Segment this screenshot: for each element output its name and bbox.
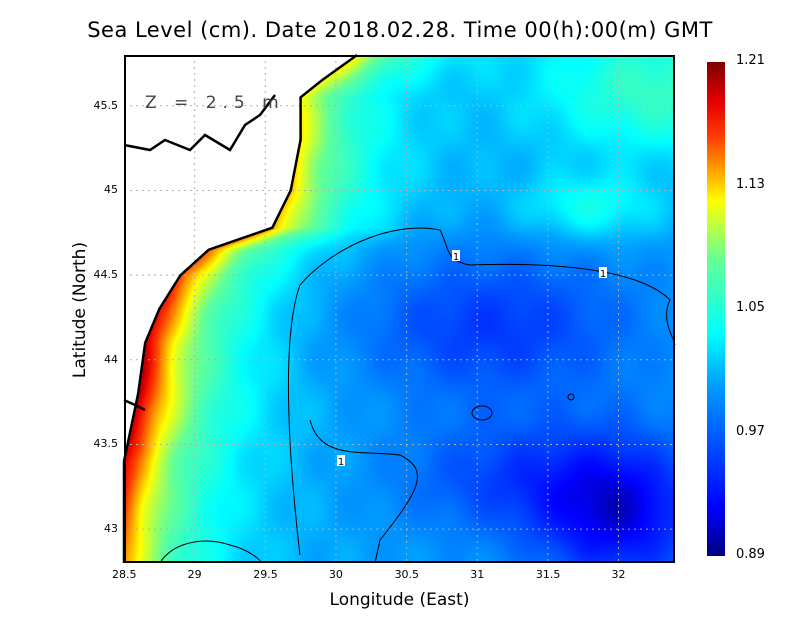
contour-line	[471, 405, 493, 421]
contour-label: 1	[453, 252, 459, 263]
y-tick-label: 43	[104, 522, 118, 536]
contour-label-box	[599, 267, 607, 278]
y-tick-label: 44.5	[93, 268, 119, 282]
colorbar-tick-label: 1.05	[736, 300, 765, 315]
coastline	[122, 53, 358, 563]
sea-level-field	[124, 55, 675, 563]
x-tick-label: 29	[187, 568, 202, 581]
coastline	[123, 398, 146, 412]
contour-label: 1	[338, 457, 344, 468]
contour-label-box	[452, 250, 460, 261]
colorbar-tick-label: 0.97	[736, 423, 765, 439]
colorbar-tick-label: 1.13	[736, 176, 765, 192]
contour-label: 1	[600, 269, 606, 280]
x-tick-label: 29.5	[253, 568, 278, 581]
contour-line	[159, 540, 263, 564]
colorbar-tick-label: 0.89	[736, 547, 765, 562]
chart-title: Sea Level (cm). Date 2018.02.28. Time 00…	[87, 18, 713, 42]
y-tick-label: 44	[104, 352, 118, 366]
x-tick-label: 30.5	[394, 568, 420, 581]
contour-line	[567, 393, 575, 401]
x-tick-label: 32	[611, 568, 626, 581]
colorbar	[707, 62, 725, 556]
contour-line	[287, 227, 676, 556]
coastline-inland	[123, 94, 276, 152]
y-tick-label: 45.5	[93, 98, 119, 112]
x-tick-label: 28.5	[112, 568, 137, 581]
x-axis-label: Longitude (East)	[329, 590, 470, 610]
y-tick-label: 43.5	[93, 437, 119, 451]
colorbar-tick-label: 1.21	[736, 53, 765, 68]
x-tick-label: 30	[328, 568, 343, 581]
x-tick-label: 31.5	[535, 568, 561, 581]
contour-label-box	[337, 455, 345, 466]
depth-annotation: Z = 2.5 m	[145, 93, 285, 113]
plot-frame	[124, 55, 675, 563]
contour-line	[309, 419, 418, 564]
y-tick-label: 45	[104, 183, 118, 197]
y-axis-label: Latitude (North)	[70, 241, 90, 379]
x-tick-label: 31	[470, 568, 485, 581]
